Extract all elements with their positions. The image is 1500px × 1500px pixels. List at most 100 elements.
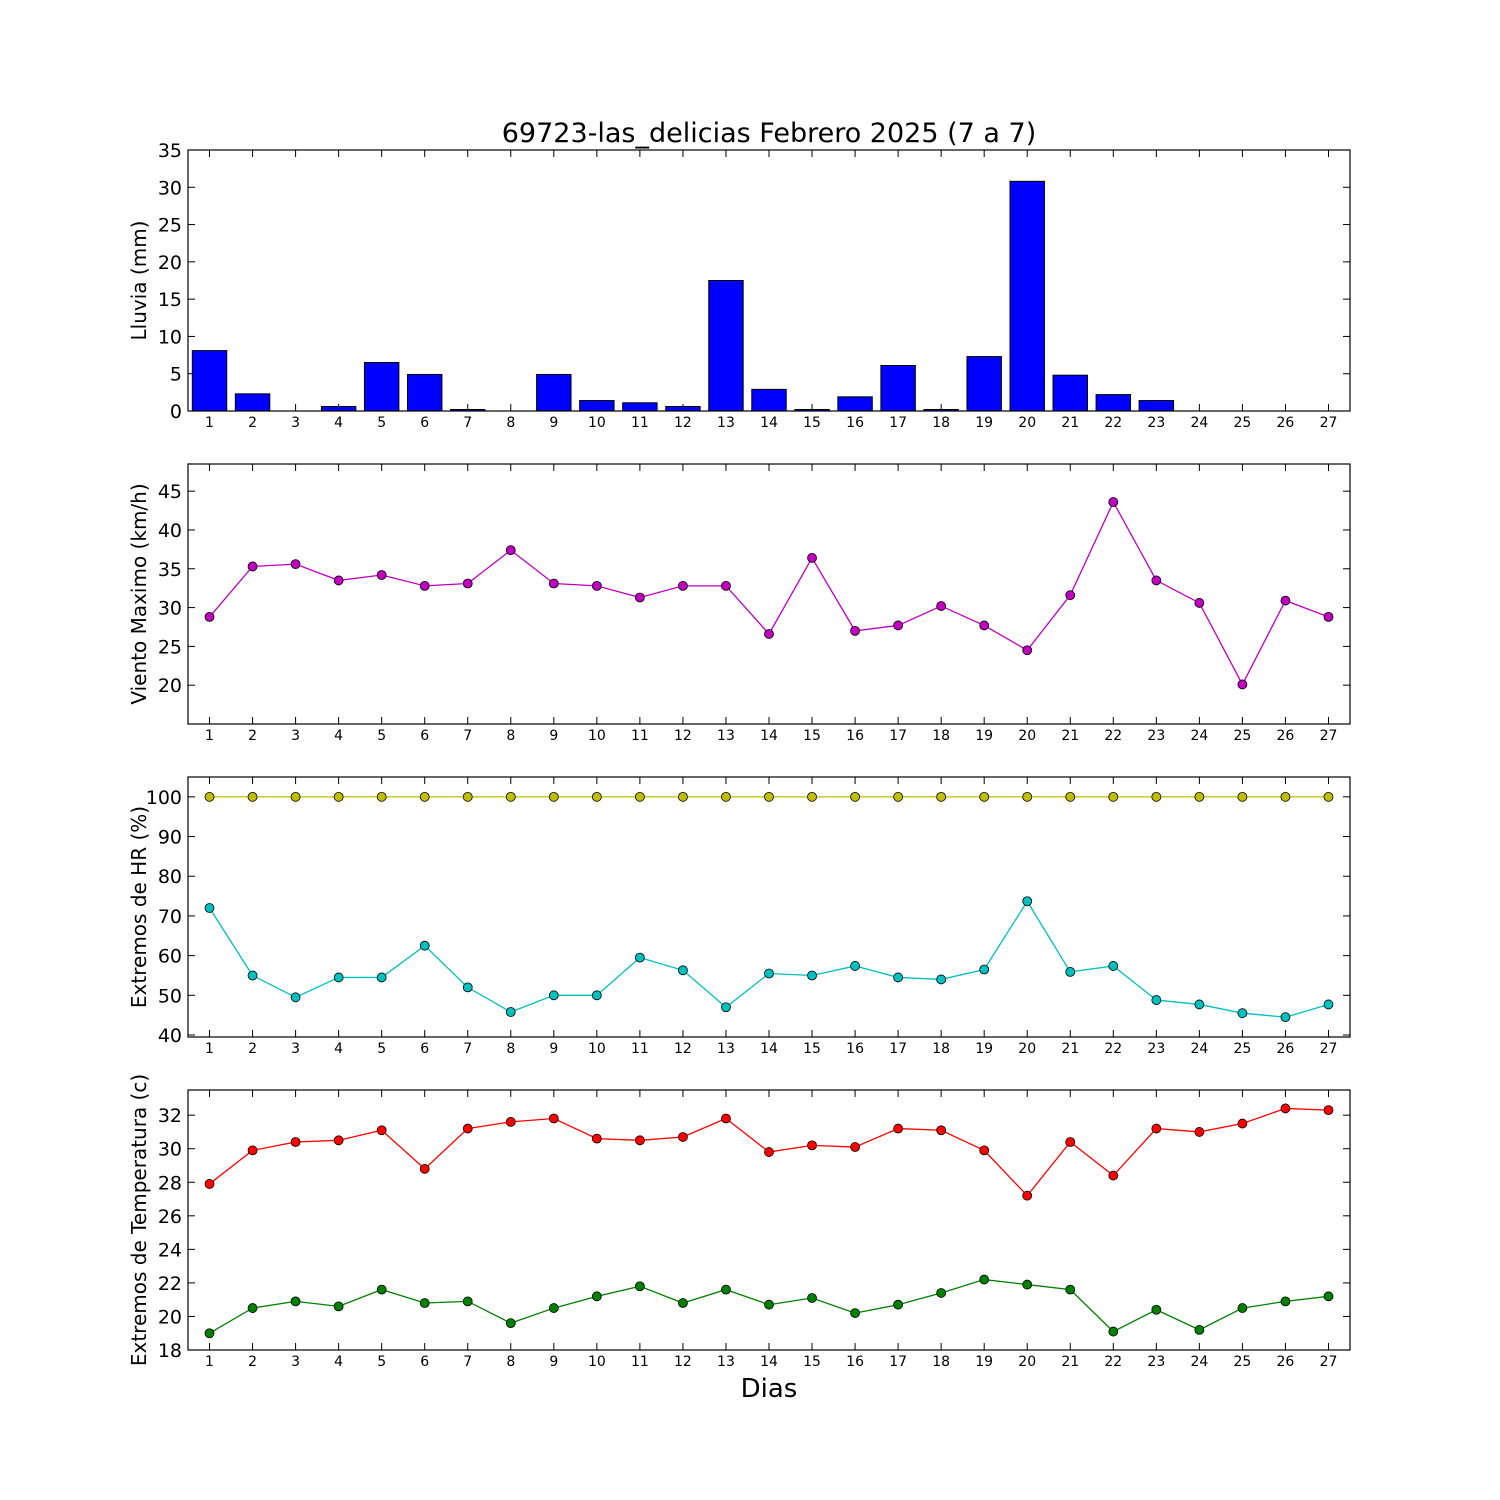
data-point-hr_max <box>979 791 990 802</box>
data-point-hr_min <box>419 940 430 951</box>
x-tick-label: 16 <box>846 1354 864 1370</box>
x-tick-label: 22 <box>1104 1354 1122 1370</box>
x-tick-label: 20 <box>1018 415 1036 431</box>
y-tick-label: 100 <box>146 787 182 809</box>
y-tick-label: 26 <box>158 1206 182 1228</box>
x-tick-label: 1 <box>205 1041 214 1057</box>
data-point-temp_min <box>505 1318 516 1329</box>
rain-bar <box>320 406 357 412</box>
data-point-hr_max <box>290 791 301 802</box>
x-tick-label: 20 <box>1018 728 1036 744</box>
data-point-wind <box>936 601 947 611</box>
axes-frame <box>187 1089 1351 1351</box>
data-point-temp_max <box>979 1145 990 1156</box>
axes-frame <box>187 149 1351 412</box>
x-tick-label: 25 <box>1233 1354 1251 1370</box>
x-tick-label: 11 <box>631 1354 649 1370</box>
data-point-hr_max <box>591 791 602 802</box>
x-tick-label: 19 <box>975 728 993 744</box>
rain-bar <box>1052 374 1088 412</box>
rain-bar <box>363 362 400 412</box>
data-point-wind <box>1280 595 1291 606</box>
rain-bar <box>1095 394 1132 412</box>
rain-bar <box>234 393 271 412</box>
x-tick-label: 6 <box>420 415 429 431</box>
x-tick-label: 19 <box>975 1354 993 1370</box>
y-tick-label: 90 <box>158 827 182 849</box>
x-tick-label: 6 <box>420 1041 429 1057</box>
x-tick-label: 16 <box>846 415 864 431</box>
y-tick-label: 30 <box>158 1139 182 1161</box>
x-tick-label: 12 <box>674 1041 692 1057</box>
data-point-hr_max <box>1194 791 1205 802</box>
data-point-wind <box>979 620 990 631</box>
data-point-hr_min <box>548 990 559 1001</box>
x-tick-label: 9 <box>549 728 558 744</box>
y-tick-label: 20 <box>158 252 182 274</box>
data-point-wind <box>548 578 559 589</box>
x-tick-label: 4 <box>334 415 343 431</box>
data-point-wind <box>290 559 301 570</box>
x-tick-label: 10 <box>588 415 606 431</box>
data-point-temp_min <box>548 1303 559 1313</box>
x-tick-label: 21 <box>1061 1041 1079 1057</box>
data-point-temp_min <box>333 1301 344 1312</box>
x-tick-label: 14 <box>760 1041 778 1057</box>
data-point-hr_min <box>634 952 645 963</box>
data-point-hr_min <box>893 972 904 983</box>
data-point-temp_min <box>1237 1303 1248 1313</box>
data-point-wind <box>591 580 602 591</box>
data-point-hr_max <box>893 791 904 802</box>
x-tick-label: 15 <box>803 1354 821 1370</box>
y-tick-label: 20 <box>158 1306 182 1328</box>
x-tick-label: 11 <box>631 1041 649 1057</box>
data-point-temp_min <box>1323 1291 1334 1302</box>
x-tick-label: 24 <box>1190 1354 1208 1370</box>
data-point-hr_min <box>376 972 387 983</box>
x-tick-label: 11 <box>631 728 649 744</box>
x-tick-label: 26 <box>1277 415 1295 431</box>
y-tick-label: 80 <box>158 866 182 888</box>
y-tick-label: 60 <box>158 946 182 968</box>
data-point-temp_max <box>1237 1118 1248 1129</box>
y-tick-label: 50 <box>158 985 182 1007</box>
x-tick-label: 27 <box>1320 728 1338 744</box>
data-point-temp_max <box>419 1163 430 1174</box>
x-tick-label: 8 <box>506 1041 515 1057</box>
data-point-hr_max <box>807 791 817 802</box>
x-tick-label: 6 <box>420 728 429 744</box>
data-point-temp_min <box>591 1291 602 1302</box>
data-point-hr_min <box>333 972 344 983</box>
rain-bar <box>1009 180 1045 412</box>
x-axis-label: Dias <box>741 1374 798 1404</box>
y-tick-label: 25 <box>158 636 182 658</box>
data-point-hr_max <box>462 791 473 802</box>
y-tick-label: 70 <box>158 906 182 928</box>
x-tick-label: 16 <box>846 728 864 744</box>
x-tick-label: 18 <box>932 1041 950 1057</box>
data-point-hr_max <box>1108 791 1119 802</box>
x-tick-label: 1 <box>205 415 214 431</box>
y-tick-label: 5 <box>170 364 182 386</box>
data-point-wind <box>505 545 516 556</box>
data-point-wind <box>893 620 904 631</box>
data-point-wind <box>764 629 774 639</box>
x-tick-label: 17 <box>889 1354 907 1370</box>
data-point-wind <box>678 580 688 591</box>
data-point-temp_min <box>979 1274 990 1285</box>
data-point-hr_max <box>333 791 344 802</box>
data-point-hr_max <box>850 791 860 802</box>
rain-bar <box>622 402 658 412</box>
x-tick-label: 24 <box>1190 728 1208 744</box>
x-tick-label: 3 <box>291 1354 300 1370</box>
data-point-temp_min <box>1065 1284 1076 1295</box>
x-tick-label: 19 <box>975 415 993 431</box>
y-tick-label: 22 <box>158 1273 182 1295</box>
data-point-hr_min <box>764 968 774 979</box>
figure-title: 69723-las_delicias Febrero 2025 (7 a 7) <box>502 118 1037 149</box>
y-axis-label: Lluvia (mm) <box>127 221 151 341</box>
data-point-temp_min <box>1022 1279 1033 1290</box>
x-tick-label: 14 <box>760 415 778 431</box>
data-point-wind <box>333 575 344 586</box>
